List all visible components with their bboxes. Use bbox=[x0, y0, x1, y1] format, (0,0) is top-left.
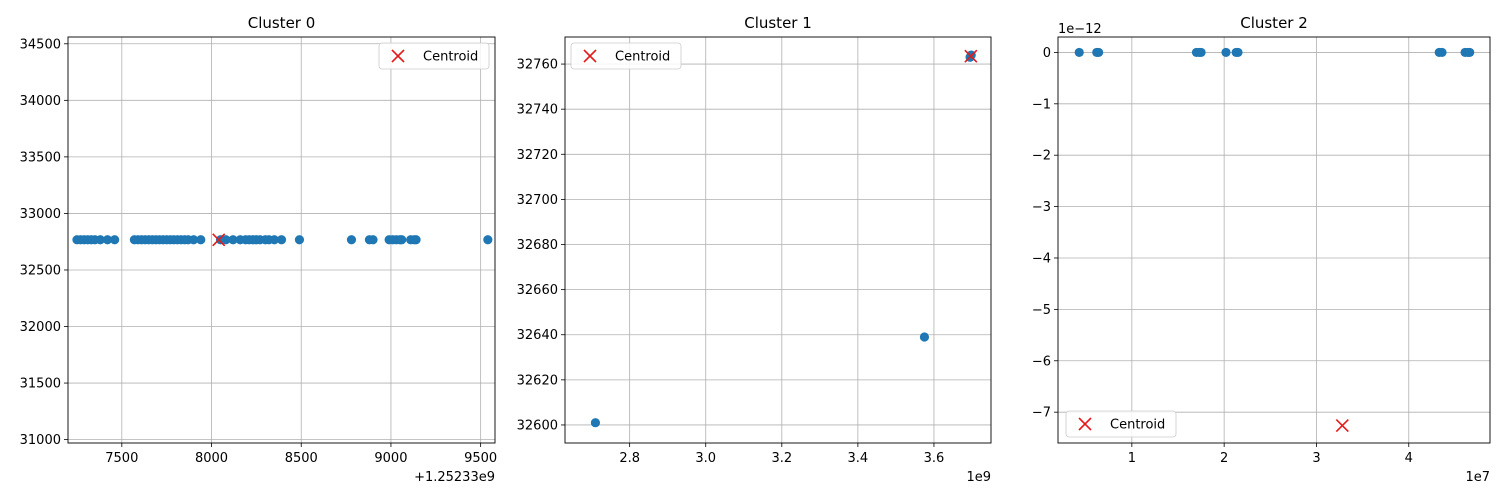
data-point bbox=[110, 235, 120, 245]
y-tick-label: 32500 bbox=[20, 263, 61, 278]
x-tick-label: 3.2 bbox=[771, 451, 792, 466]
x-tick-label: 8000 bbox=[195, 451, 228, 466]
centroid-marker bbox=[1335, 418, 1349, 433]
data-point bbox=[919, 332, 930, 342]
x-offset-label: 1e7 bbox=[1465, 470, 1490, 485]
data-point bbox=[346, 235, 357, 245]
legend-label: Centroid bbox=[615, 50, 670, 65]
y-tick-label: 32000 bbox=[20, 320, 61, 335]
centroid-marker bbox=[212, 233, 226, 247]
y-tick-label: 32700 bbox=[517, 193, 558, 208]
axes-frame bbox=[1057, 36, 1491, 444]
legend-box bbox=[378, 42, 490, 70]
y-tick-label: 32640 bbox=[517, 328, 558, 343]
data-point bbox=[196, 235, 206, 245]
x-offset-label: +1.25233e9 bbox=[414, 470, 495, 485]
y-tick-label: −1 bbox=[1032, 97, 1051, 112]
chart-title: Cluster 2 bbox=[1240, 14, 1308, 32]
y-tick-label: 34500 bbox=[20, 37, 61, 52]
data-point bbox=[1437, 47, 1447, 58]
x-tick-label: 2 bbox=[1220, 451, 1228, 466]
legend-marker bbox=[583, 49, 597, 63]
y-tick-label: 32740 bbox=[517, 103, 558, 118]
chart-1: Cluster 1 2.8 3.0 3.2 3.4 3.6 32600 32620 32640 3… bbox=[517, 14, 992, 485]
legend: Centroid bbox=[570, 42, 682, 70]
data-point bbox=[1196, 47, 1206, 58]
legend-marker bbox=[1078, 417, 1092, 431]
data-point bbox=[1465, 47, 1475, 58]
chart-title: Cluster 0 bbox=[248, 14, 316, 32]
x-tick-label: 9000 bbox=[374, 451, 407, 466]
y-tick-label: 32760 bbox=[517, 58, 558, 73]
data-point bbox=[276, 235, 287, 245]
y-tick-label: −6 bbox=[1032, 354, 1051, 369]
y-tick-label: 0 bbox=[1043, 46, 1051, 61]
data-point bbox=[1074, 47, 1084, 58]
x-offset-label: 1e9 bbox=[966, 470, 991, 485]
y-tick-label: −3 bbox=[1032, 200, 1051, 215]
y-offset-label: 1e−12 bbox=[1058, 22, 1102, 37]
data-point bbox=[102, 235, 113, 245]
y-tick-label: 32680 bbox=[517, 238, 558, 253]
legend-box bbox=[1065, 410, 1177, 438]
y-tick-label: −4 bbox=[1032, 251, 1051, 266]
y-tick-label: 33000 bbox=[20, 207, 61, 222]
x-tick-label: 3.4 bbox=[848, 451, 869, 466]
data-point bbox=[590, 418, 601, 428]
y-tick-label: 32600 bbox=[517, 418, 558, 433]
data-point bbox=[294, 235, 305, 245]
y-tick-label: 32720 bbox=[517, 148, 558, 163]
y-tick-label: −7 bbox=[1032, 406, 1051, 421]
x-tick-label: 3.6 bbox=[924, 451, 945, 466]
x-tick-label: 9500 bbox=[464, 451, 497, 466]
data-point bbox=[397, 235, 407, 245]
axes-frame bbox=[67, 36, 496, 444]
y-tick-label: −5 bbox=[1032, 303, 1051, 318]
data-point bbox=[368, 235, 378, 245]
x-tick-label: 2.8 bbox=[619, 451, 640, 466]
y-tick-label: 34000 bbox=[20, 94, 61, 109]
x-tick-label: 3 bbox=[1312, 451, 1320, 466]
y-tick-label: 33500 bbox=[20, 150, 61, 165]
data-point bbox=[1094, 47, 1104, 58]
x-tick-label: 1 bbox=[1128, 451, 1136, 466]
chart-0: Cluster 0 7500 8000 8500 9000 9500 31000 31500 3… bbox=[20, 14, 498, 485]
data-point bbox=[1233, 47, 1243, 58]
data-point bbox=[269, 235, 279, 245]
centroid-stroke bbox=[964, 49, 978, 63]
axes-frame bbox=[564, 36, 992, 444]
legend-box bbox=[570, 42, 682, 70]
y-tick-label: 31000 bbox=[20, 433, 61, 448]
y-tick-label: 31500 bbox=[20, 377, 61, 392]
centroid-stroke bbox=[212, 233, 226, 247]
data-point bbox=[228, 235, 238, 245]
x-tick-label: 4 bbox=[1405, 451, 1413, 466]
x-tick-label: 3.0 bbox=[695, 451, 716, 466]
data-point bbox=[95, 235, 105, 245]
data-point bbox=[221, 235, 231, 245]
data-point bbox=[483, 235, 493, 245]
legend: Centroid bbox=[378, 42, 490, 70]
legend: Centroid bbox=[1065, 410, 1177, 438]
data-point bbox=[1221, 47, 1231, 58]
centroid-marker bbox=[964, 49, 978, 63]
legend-label: Centroid bbox=[1110, 418, 1165, 433]
y-tick-label: 32660 bbox=[517, 283, 558, 298]
x-tick-label: 8500 bbox=[285, 451, 318, 466]
legend-marker bbox=[391, 49, 405, 63]
x-tick-label: 7500 bbox=[105, 451, 138, 466]
legend-label: Centroid bbox=[423, 50, 478, 65]
chart-2: Cluster 2 1 2 3 4 −7 −6 −5 −4 −3 −2 −1 0 1e7 1e−12 Cent… bbox=[1032, 14, 1491, 485]
data-point bbox=[411, 235, 421, 245]
centroid-stroke bbox=[1335, 418, 1349, 433]
y-tick-label: −2 bbox=[1032, 149, 1051, 164]
chart-title: Cluster 1 bbox=[744, 14, 812, 32]
y-tick-label: 32620 bbox=[517, 373, 558, 388]
data-point bbox=[188, 235, 199, 245]
